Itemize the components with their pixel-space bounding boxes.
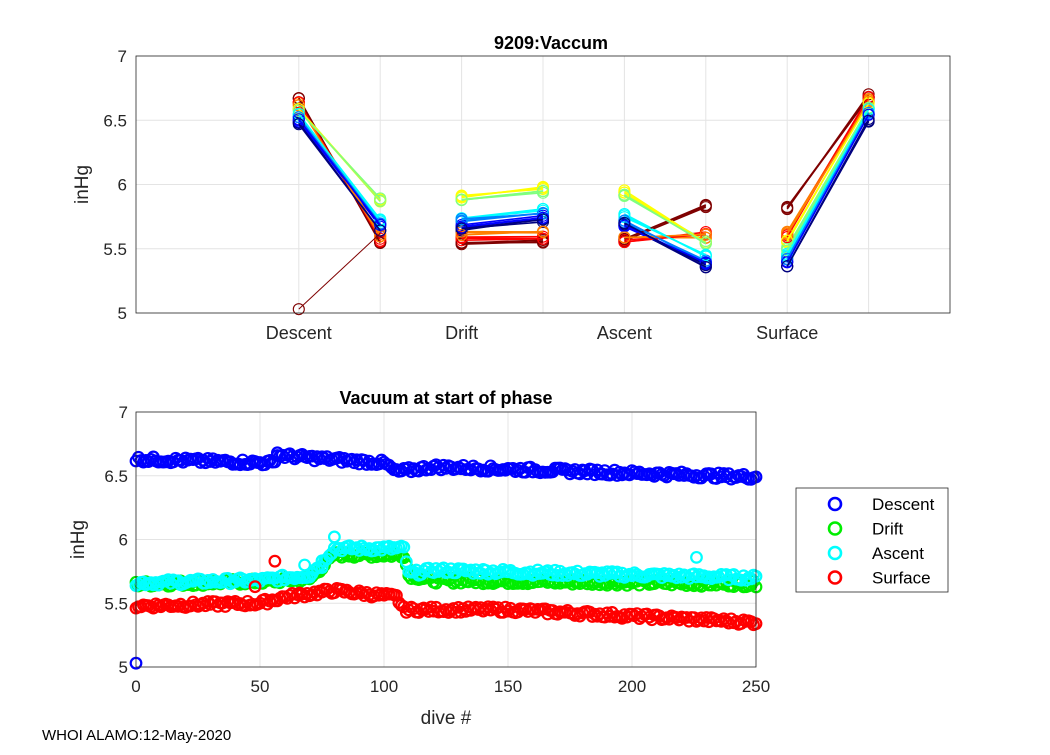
bottom-chart: 5 5.5 6 6.5 7 0 50 100 150 200 250 Vacuum at start … [68, 388, 770, 729]
y-tick-label: 6 [118, 176, 127, 195]
y-tick-label: 7 [119, 403, 128, 422]
y-axis-label: inHg [72, 165, 93, 204]
y-tick-label: 5 [118, 304, 127, 323]
dive-line [787, 113, 868, 259]
x-tick-label: Ascent [597, 323, 652, 343]
scatter-outlier [329, 532, 340, 543]
y-tick-label: 7 [118, 47, 127, 66]
y-tick-label: 6 [119, 531, 128, 550]
x-tick-label: 0 [131, 677, 140, 696]
legend-label-descent: Descent [872, 495, 935, 514]
dive-line [299, 119, 380, 225]
legend-label-drift: Drift [872, 520, 903, 539]
dive-line [299, 117, 380, 223]
dive-line [787, 103, 868, 240]
x-tick-label: 50 [251, 677, 270, 696]
dive-line [624, 225, 705, 262]
scatter-outlier [691, 552, 702, 563]
dive-line [787, 102, 868, 235]
y-tick-label: 5.5 [104, 594, 128, 613]
x-tick-label: Drift [445, 323, 478, 343]
x-axis-label: dive # [421, 708, 472, 729]
y-tick-label: 6.5 [103, 111, 127, 130]
x-tick-label: 150 [494, 677, 522, 696]
x-tick-label: 250 [742, 677, 770, 696]
top-chart: 5 5.5 6 6.5 7 Descent Drift Ascent Surface 9209:V… [72, 33, 950, 343]
legend: Descent Drift Ascent Surface [796, 488, 948, 592]
scatter-outlier [299, 560, 310, 571]
dive-line [787, 109, 868, 256]
dive-line [787, 121, 868, 267]
dive-line [462, 238, 543, 239]
x-tick-label: 100 [370, 677, 398, 696]
legend-label-surface: Surface [872, 569, 931, 588]
legend-label-ascent: Ascent [872, 544, 924, 563]
y-tick-label: 5.5 [103, 240, 127, 259]
chart-title: Vacuum at start of phase [339, 388, 552, 408]
scatter-outlier [270, 556, 281, 567]
dive-line [787, 115, 868, 263]
x-tick-label: Surface [756, 323, 818, 343]
dive-line [624, 223, 705, 267]
dive-line [299, 124, 380, 230]
x-tick-label: 200 [618, 677, 646, 696]
footer-label: WHOI ALAMO:12-May-2020 [42, 727, 231, 744]
dive-line [299, 114, 380, 222]
chart-title: 9209:Vaccum [494, 33, 608, 53]
y-tick-label: 6.5 [104, 467, 128, 486]
y-tick-label: 5 [119, 658, 128, 677]
dive-line [299, 233, 380, 309]
dive-line [787, 108, 868, 251]
dive-line [787, 97, 868, 207]
dive-line [299, 111, 380, 198]
x-tick-label: Descent [266, 323, 332, 343]
y-axis-label: inHg [68, 520, 89, 559]
